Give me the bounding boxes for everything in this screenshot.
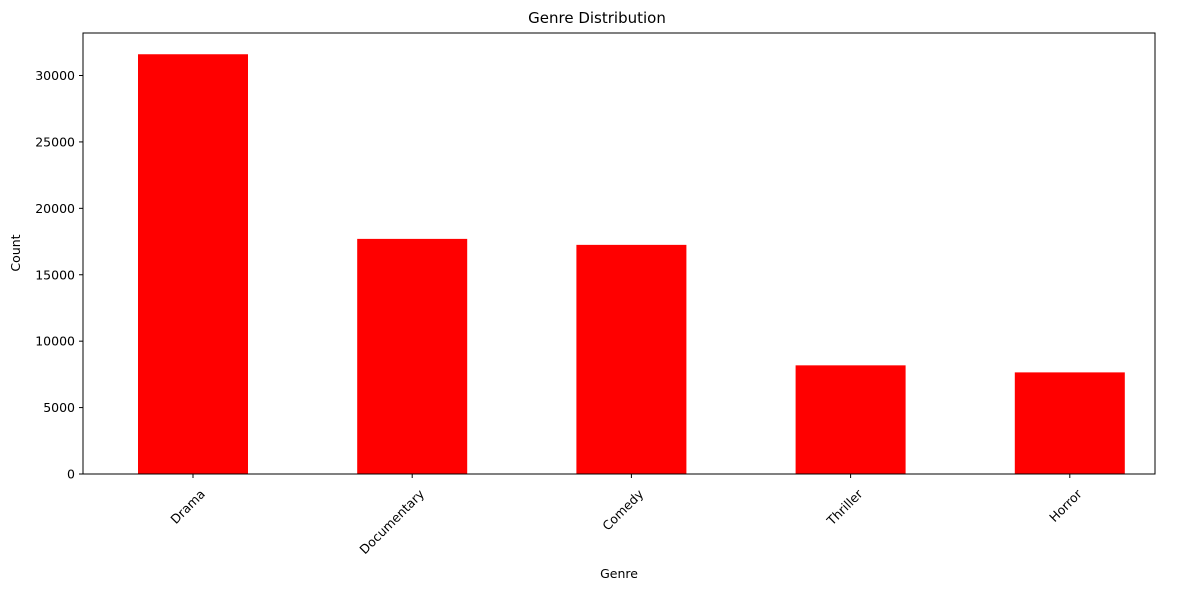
x-tick-label: Comedy	[599, 486, 647, 534]
y-tick-label: 15000	[35, 267, 75, 282]
y-tick-label: 0	[67, 467, 75, 482]
y-tick-label: 25000	[35, 134, 75, 149]
y-tick-label: 20000	[35, 201, 75, 216]
bar-documentary	[357, 238, 468, 474]
y-tick-label: 5000	[43, 400, 75, 415]
bar-drama	[138, 54, 248, 474]
y-tick-label: 30000	[35, 68, 75, 83]
x-tick-label: Thriller	[823, 486, 866, 529]
bar-thriller	[795, 365, 906, 474]
x-tick-label: Horror	[1046, 486, 1085, 525]
x-tick-label: Drama	[167, 486, 207, 526]
x-axis-label: Genre	[600, 566, 638, 581]
x-axis: Drama Documentary Comedy Thriller Horror	[167, 474, 1085, 557]
chart-title: Genre Distribution	[528, 9, 666, 27]
y-axis: 0 5000 10000 15000 20000 25000 30000	[35, 68, 83, 482]
plot-frame	[82, 32, 1156, 475]
y-tick-label: 10000	[35, 334, 75, 349]
x-tick-label: Documentary	[356, 486, 427, 557]
bars-group	[138, 54, 1125, 474]
bar-comedy	[576, 244, 687, 474]
y-axis-label: Count	[8, 234, 23, 271]
bar-horror	[1014, 372, 1125, 474]
